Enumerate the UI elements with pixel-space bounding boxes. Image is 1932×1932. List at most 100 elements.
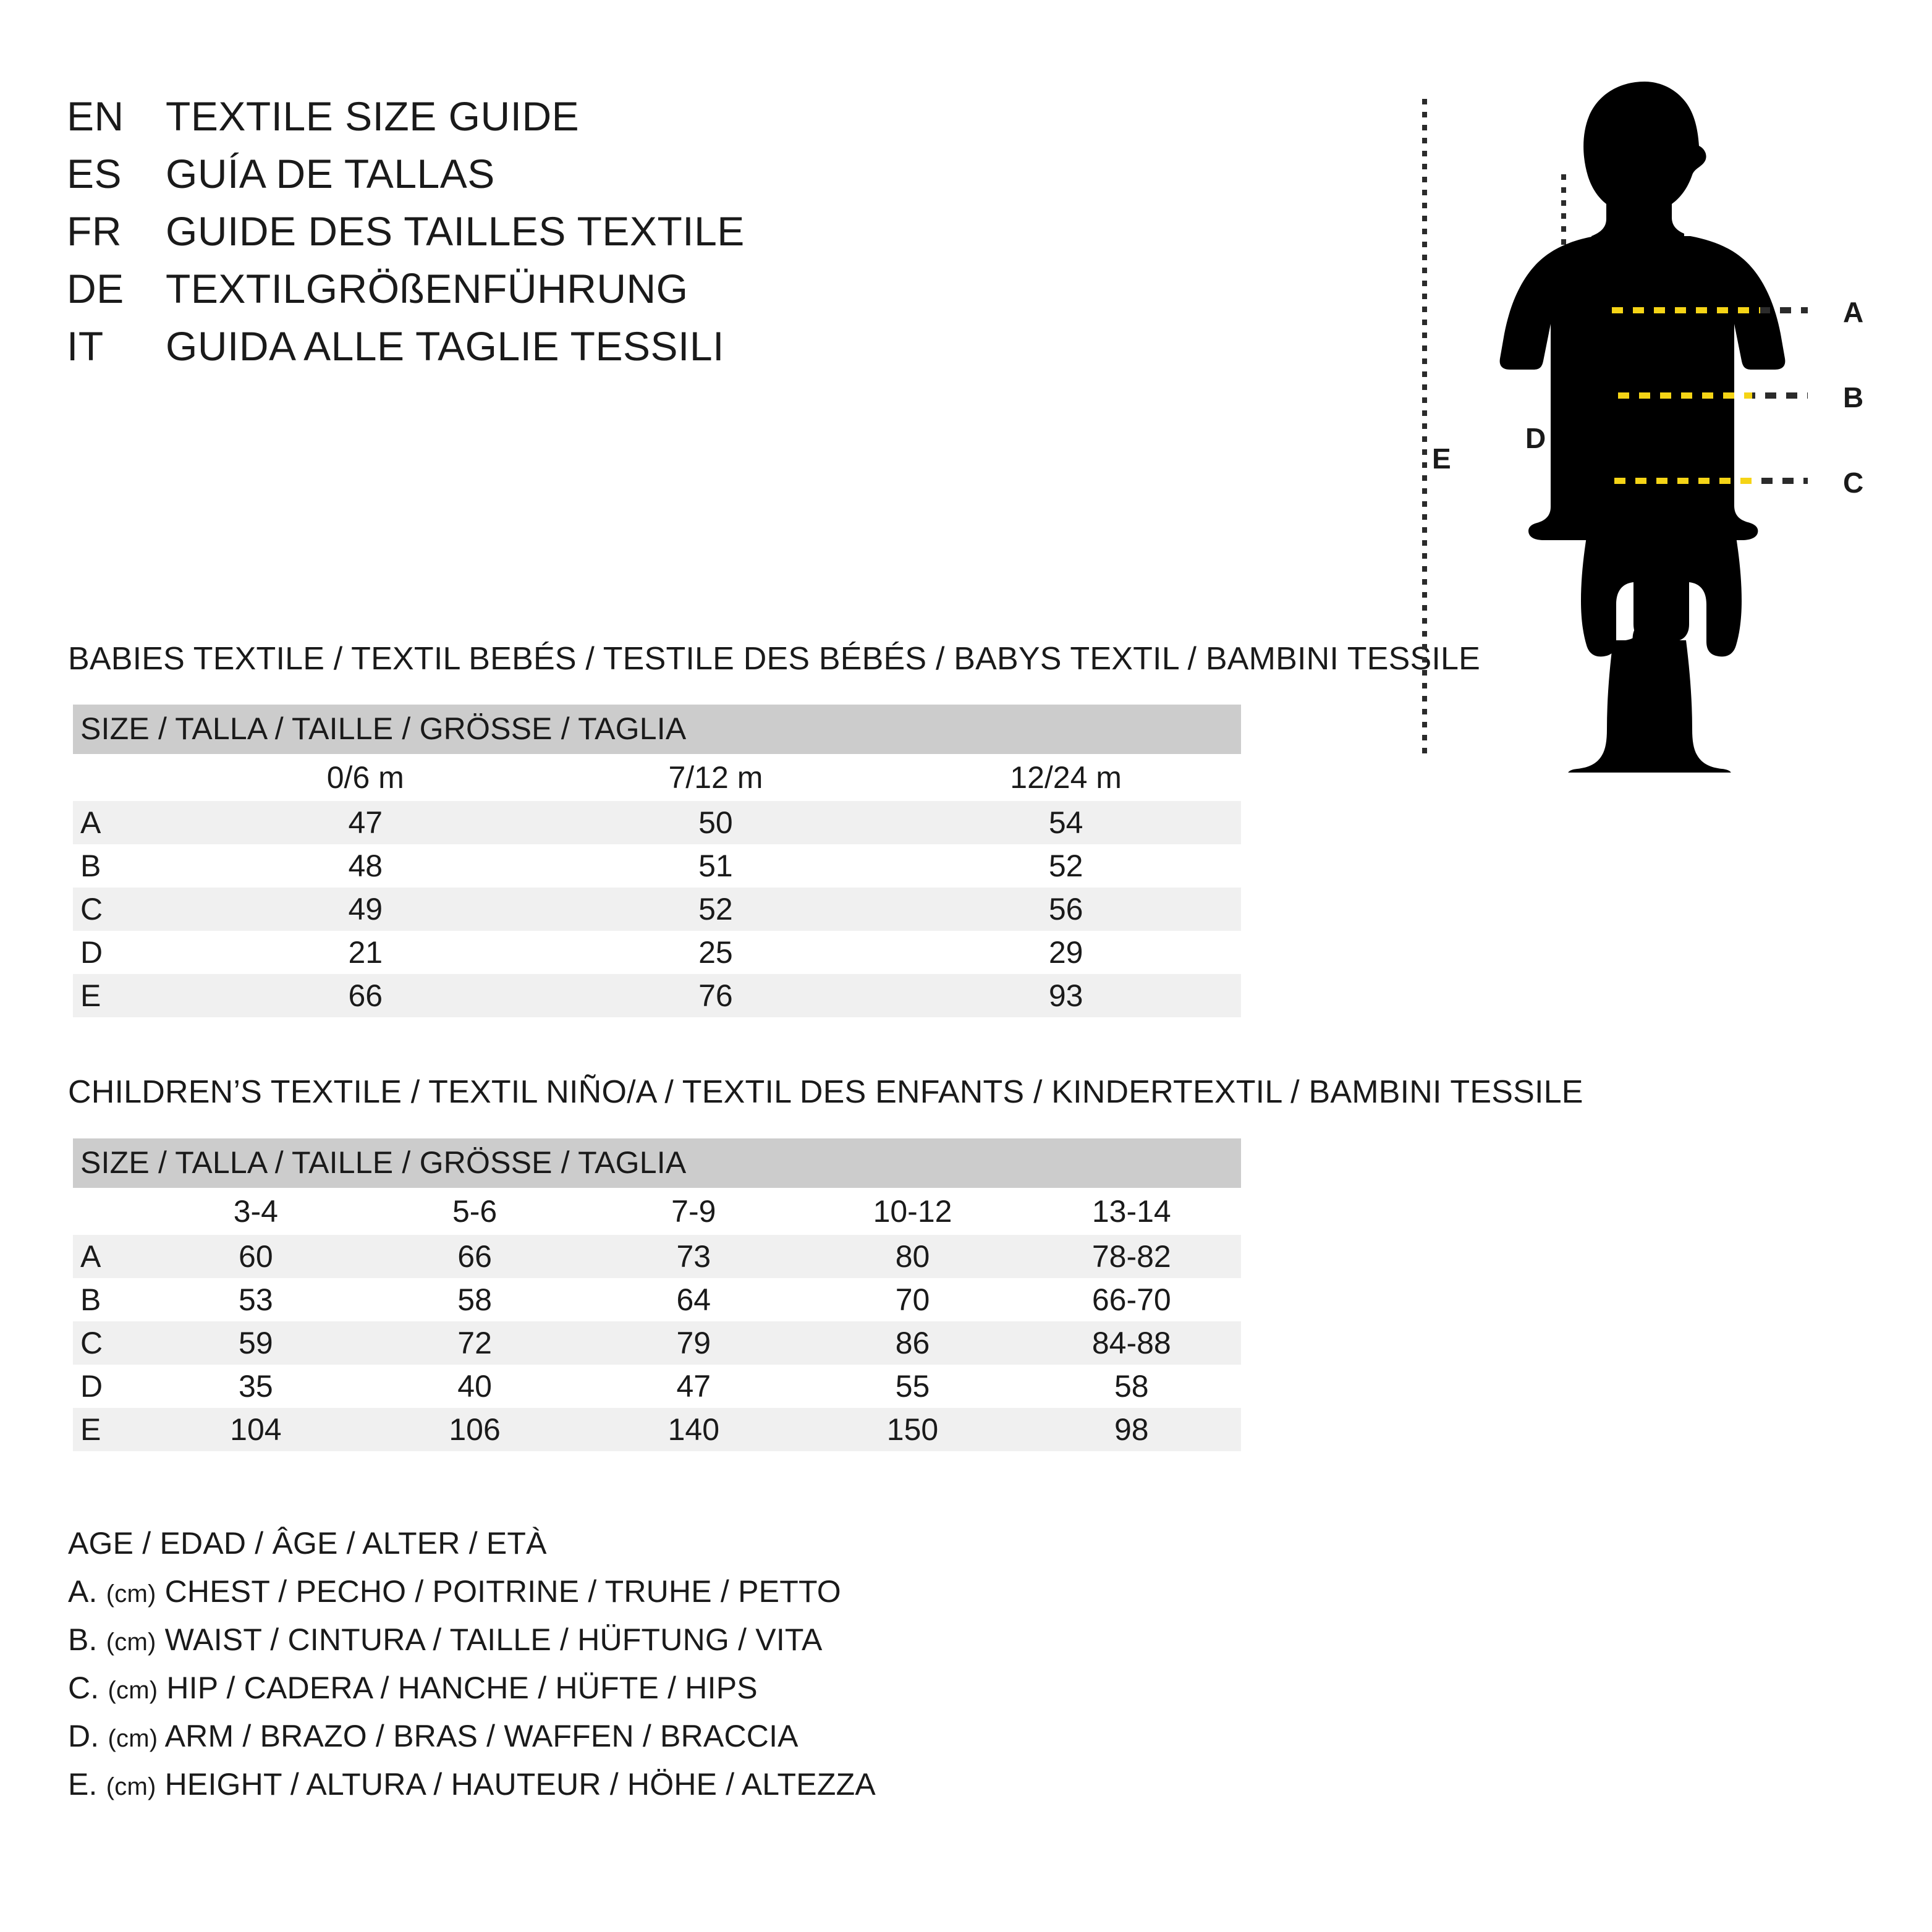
table-row-label: B — [80, 1282, 101, 1317]
table-row-label: E — [73, 1408, 146, 1451]
language-title: GUIDE DES TAILLES TEXTILE — [166, 208, 745, 254]
table-cell: 80 — [803, 1235, 1022, 1278]
table-cell: 29 — [1048, 935, 1083, 970]
guide-label-A: A — [1843, 296, 1864, 328]
table-cell: 79 — [584, 1321, 803, 1365]
language-header-block: EN TEXTILE SIZE GUIDE ES GUÍA DE TALLAS FR GU… — [67, 93, 1056, 380]
table-row-label: D — [80, 935, 103, 970]
table-cell: 64 — [676, 1282, 711, 1317]
table-column-header: 5-6 — [452, 1194, 498, 1229]
table-row-label: B — [80, 849, 101, 883]
table-column-header-row: 0/6 m 7/12 m 12/24 m — [73, 754, 1241, 801]
legend-item: B. (cm) WAIST / CINTURA / TAILLE / HÜFTU… — [68, 1622, 876, 1670]
legend-item-key: B. — [68, 1622, 98, 1657]
table-cell: 86 — [803, 1321, 1022, 1365]
table-cell: 70 — [895, 1282, 930, 1317]
table-row: D 35 40 47 55 58 — [73, 1365, 1241, 1408]
language-title: TEXTILGRÖßENFÜHRUNG — [166, 266, 688, 311]
table-cell: 53 — [239, 1282, 273, 1317]
head-shape — [1583, 82, 1706, 250]
table-cell: 50 — [540, 801, 891, 844]
legend-heading: AGE / EDAD / ÂGE / ALTER / ETÀ — [68, 1526, 547, 1561]
table-cell: 73 — [584, 1235, 803, 1278]
language-title: GUÍA DE TALLAS — [166, 151, 495, 197]
guide-label-C: C — [1843, 467, 1864, 499]
table-cell: 47 — [676, 1369, 711, 1404]
legend-item-text: CHEST / PECHO / POITRINE / TRUHE / PETTO — [164, 1574, 841, 1609]
table-cell: 60 — [146, 1235, 365, 1278]
table-row: A 47 50 54 — [73, 801, 1241, 844]
language-row: IT GUIDA ALLE TAGLIE TESSILI — [67, 323, 1056, 380]
language-code: DE — [67, 266, 124, 311]
table-cell: 52 — [1048, 849, 1083, 883]
legend-item: C. (cm) HIP / CADERA / HANCHE / HÜFTE / … — [68, 1670, 876, 1718]
legend-item-key: C. — [68, 1671, 100, 1705]
table-band-header-label: SIZE / TALLA / TAILLE / GRÖSSE / TAGLIA — [73, 705, 1241, 754]
table-row: E 66 76 93 — [73, 974, 1241, 1017]
measurement-legend: AGE / EDAD / ÂGE / ALTER / ETÀ A. (cm) C… — [68, 1525, 876, 1815]
legend-item-text: HEIGHT / ALTURA / HAUTEUR / HÖHE / ALTEZ… — [164, 1767, 876, 1802]
table-row: B 48 51 52 — [73, 844, 1241, 888]
table-cell: 35 — [239, 1369, 273, 1404]
table-row: E 104 106 140 150 98 — [73, 1408, 1241, 1451]
language-code: IT — [67, 323, 104, 369]
right-leg-shape — [1632, 624, 1731, 773]
language-title: TEXTILE SIZE GUIDE — [166, 93, 580, 139]
table-cell: 52 — [540, 888, 891, 931]
table-cell: 21 — [348, 935, 383, 970]
body-measurement-diagram: E D A B C — [1409, 74, 1891, 773]
table-cell: 66 — [190, 974, 541, 1017]
table-cell: 72 — [365, 1321, 585, 1365]
legend-item-unit: (cm) — [106, 1580, 156, 1608]
table-cell: 66-70 — [1091, 1282, 1171, 1317]
language-row: DE TEXTILGRÖßENFÜHRUNG — [67, 265, 1056, 323]
legend-item-text: HIP / CADERA / HANCHE / HÜFTE / HIPS — [166, 1671, 758, 1705]
table-cell: 56 — [891, 888, 1241, 931]
table-column-header: 12/24 m — [1010, 760, 1122, 795]
legend-item: E. (cm) HEIGHT / ALTURA / HAUTEUR / HÖHE… — [68, 1766, 876, 1815]
legend-item-unit: (cm) — [108, 1677, 158, 1704]
table-column-header: 10-12 — [873, 1194, 952, 1229]
table-cell: 47 — [190, 801, 541, 844]
table-column-header: 7/12 m — [668, 760, 763, 795]
language-row: FR GUIDE DES TAILLES TEXTILE — [67, 208, 1056, 265]
torso-shirt-shape — [1499, 236, 1786, 540]
table-row-label: E — [73, 974, 190, 1017]
guide-label-E: E — [1432, 443, 1451, 475]
table-cell: 76 — [540, 974, 891, 1017]
table-row-label: A — [73, 1235, 146, 1278]
language-code: ES — [67, 151, 122, 197]
language-title: GUIDA ALLE TAGLIE TESSILI — [166, 323, 724, 369]
table-cell: 58 — [1114, 1369, 1149, 1404]
language-row: EN TEXTILE SIZE GUIDE — [67, 93, 1056, 150]
table-cell: 84-88 — [1022, 1321, 1241, 1365]
table-column-header: 3-4 — [233, 1194, 278, 1229]
babies-size-table: SIZE / TALLA / TAILLE / GRÖSSE / TAGLIA 0… — [73, 705, 1241, 1017]
legend-item-unit: (cm) — [106, 1629, 156, 1656]
child-silhouette — [1499, 82, 1786, 773]
table-band-header-row: SIZE / TALLA / TAILLE / GRÖSSE / TAGLIA — [73, 1138, 1241, 1188]
table-column-header: 0/6 m — [326, 760, 404, 795]
table-cell: 66 — [365, 1235, 585, 1278]
table-row-label: D — [80, 1369, 103, 1404]
table-cell: 98 — [1022, 1408, 1241, 1451]
table-row: A 60 66 73 80 78-82 — [73, 1235, 1241, 1278]
legend-item-text: WAIST / CINTURA / TAILLE / HÜFTUNG / VIT… — [164, 1622, 823, 1657]
legend-item-text: ARM / BRAZO / BRAS / WAFFEN / BRACCIA — [164, 1719, 799, 1753]
table-cell: 25 — [698, 935, 733, 970]
legend-item: A. (cm) CHEST / PECHO / POITRINE / TRUHE… — [68, 1574, 876, 1622]
children-size-table: SIZE / TALLA / TAILLE / GRÖSSE / TAGLIA 3… — [73, 1138, 1241, 1451]
table-row: B 53 58 64 70 66-70 — [73, 1278, 1241, 1321]
table-cell: 150 — [803, 1408, 1022, 1451]
legend-item: D. (cm) ARM / BRAZO / BRAS / WAFFEN / BR… — [68, 1718, 876, 1766]
language-row: ES GUÍA DE TALLAS — [67, 150, 1056, 208]
table-cell: 48 — [348, 849, 383, 883]
table-band-header-label: SIZE / TALLA / TAILLE / GRÖSSE / TAGLIA — [73, 1138, 1241, 1188]
table-row: C 49 52 56 — [73, 888, 1241, 931]
table-cell: 140 — [584, 1408, 803, 1451]
table-band-header-row: SIZE / TALLA / TAILLE / GRÖSSE / TAGLIA — [73, 705, 1241, 754]
table-column-header-row: 3-4 5-6 7-9 10-12 13-14 — [73, 1188, 1241, 1235]
table-cell: 93 — [891, 974, 1241, 1017]
legend-item-unit: (cm) — [108, 1725, 158, 1752]
table-corner-cell — [73, 1188, 146, 1235]
